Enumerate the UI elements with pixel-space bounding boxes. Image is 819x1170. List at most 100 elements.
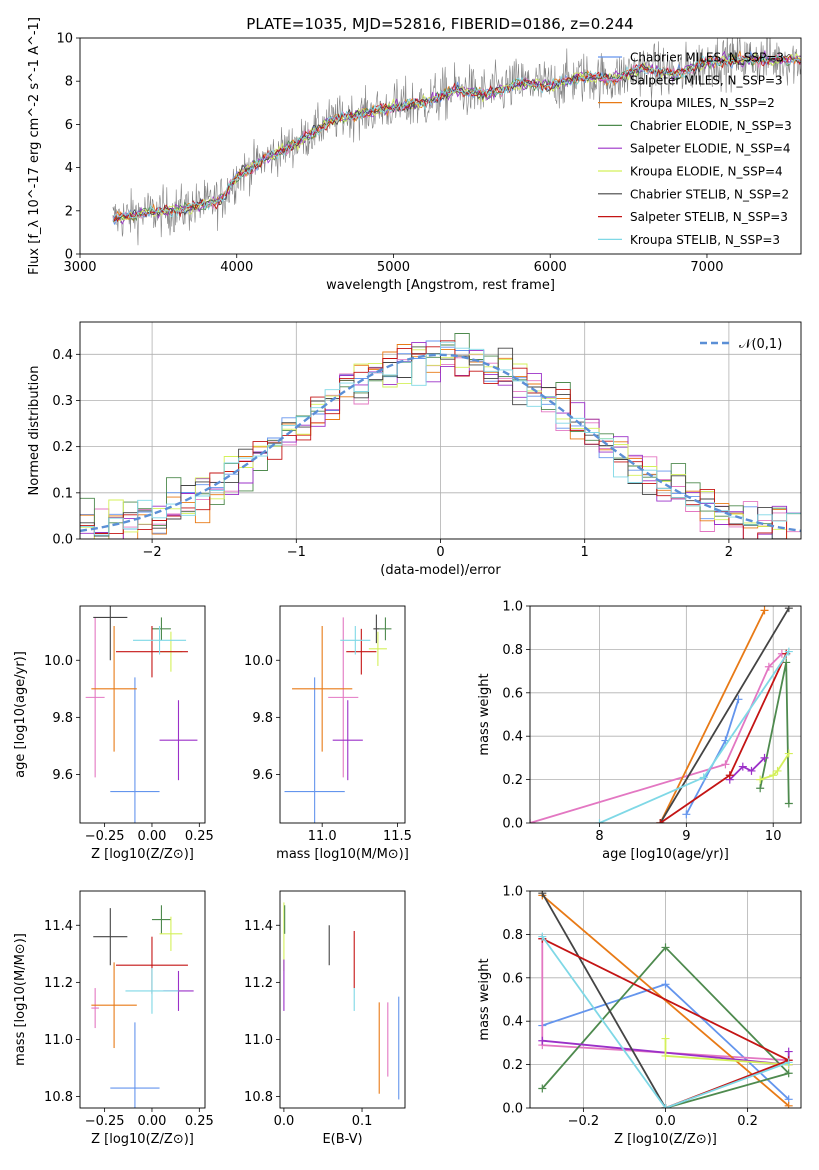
legend-label-6: Chabrier STELIB, N_SSP=2 <box>630 187 789 201</box>
massweight-vs-Z-marker-3-1 <box>661 943 670 952</box>
spectrum-xtick-label-2: 5000 <box>377 260 410 275</box>
spectrum-xtick-label-0: 3000 <box>63 260 96 275</box>
age-vs-Z-point-7 <box>115 625 188 678</box>
spectrum-ytick-label-4: 8 <box>65 75 73 90</box>
legend-label-3: Chabrier ELODIE, N_SSP=3 <box>630 119 792 133</box>
mass-vs-Z-ylabel: mass [log10(M/M⊙)] <box>13 933 28 1066</box>
age-vs-mass-plot-area <box>284 614 392 823</box>
massweight-vs-Z-plot-area <box>530 891 801 1108</box>
mass-vs-Z-ytick-label-3: 11.4 <box>44 919 73 934</box>
age-vs-Z-point-8 <box>133 625 187 655</box>
massweight-vs-age-marker-1-1 <box>721 760 730 769</box>
mass-vs-Z-panel: −0.25 0.00 0.25 10.8 11.0 11.2 11.4 Z [log10(Z/… <box>13 890 214 1147</box>
age-vs-Z-xtick-label-2: 0.25 <box>185 829 214 844</box>
age-vs-mass-xtick-label-1: 11.5 <box>383 829 412 844</box>
spectrum-plot-area <box>112 38 801 246</box>
age-vs-Z-point-4 <box>159 700 198 781</box>
spectrum-ytick-label-3: 6 <box>65 118 73 133</box>
mass-vs-Z-ytick-label-2: 11.2 <box>44 976 73 991</box>
massweight-vs-age-series-5 <box>759 753 790 781</box>
mass-vs-Z-point-8 <box>125 968 179 1014</box>
massweight-vs-age-marker-7-1 <box>725 771 734 780</box>
massweight-vs-Z-xtick-label-1: 0.0 <box>655 1114 676 1129</box>
spectrum-ytick-label-1: 2 <box>65 204 73 219</box>
mass-vs-Z-frame <box>79 890 206 1109</box>
massweight-vs-Z-series-3 <box>541 946 791 1108</box>
massweight-vs-age-marker-0-0 <box>682 810 691 819</box>
mass-vs-ebv-xtick-label-1: 0.1 <box>352 1114 373 1129</box>
residuals-ylabel: Normed distribution <box>27 366 42 496</box>
legend-label-7: Salpeter STELIB, N_SSP=3 <box>630 210 788 224</box>
massweight-vs-Z-xtick-label-0: −0.2 <box>568 1114 600 1129</box>
mass-vs-ebv-ytick-label-2: 11.2 <box>244 976 273 991</box>
residuals-xtick-label-2: 0 <box>436 545 444 560</box>
residuals-xtick-label-3: 1 <box>581 545 589 560</box>
massweight-vs-Z-marker-5-0 <box>661 1034 670 1043</box>
massweight-vs-age-marker-8-1 <box>699 773 708 782</box>
mass-vs-ebv-panel: 0.0 0.1 10.8 11.0 11.2 11.4 E(B-V) <box>244 890 406 1147</box>
mass-vs-ebv-frame <box>279 890 406 1109</box>
legend-label-4: Salpeter ELODIE, N_SSP=4 <box>630 142 791 156</box>
spectrum-legend: Chabrier MILES, N_SSP=3 Salpeter MILES, N… <box>598 51 792 247</box>
spectrum-ytick-label-5: 10 <box>56 32 73 47</box>
massweight-vs-age-ytick-label-4: 0.8 <box>502 643 523 658</box>
massweight-vs-Z-xlabel: Z [log10(Z/Z⊙)] <box>614 1132 717 1147</box>
mass-vs-Z-point-2 <box>91 962 137 1049</box>
model-spectrum-line-8 <box>112 54 801 220</box>
massweight-vs-Z-marker-8-0 <box>538 932 547 941</box>
massweight-vs-age-ylabel: mass weight <box>477 673 492 755</box>
massweight-vs-Z-xtick-label-2: 0.2 <box>737 1114 758 1129</box>
age-vs-Z-xtick-label-0: −0.25 <box>85 829 125 844</box>
mass-vs-Z-point-5 <box>159 916 183 951</box>
age-vs-mass-point-0 <box>284 677 345 823</box>
massweight-vs-age-marker-5-2 <box>773 766 782 775</box>
age-vs-mass-panel: 11.0 11.5 9.6 9.8 10.0 mass [log10(M/M⊙)] <box>244 605 412 862</box>
mass-vs-Z-point-6 <box>93 908 128 966</box>
age-vs-Z-point-2 <box>91 625 137 752</box>
mass-vs-Z-plot-area <box>91 905 194 1108</box>
massweight-vs-age-marker-8-2 <box>784 647 793 656</box>
massweight-vs-Z-ytick-label-0: 0.0 <box>502 1102 523 1117</box>
legend-label-8: Kroupa STELIB, N_SSP=3 <box>630 233 780 247</box>
massweight-vs-age-marker-4-1 <box>738 762 747 771</box>
massweight-vs-Z-marker-3-0 <box>538 1084 547 1093</box>
legend-label-0: Chabrier MILES, N_SSP=3 <box>630 51 784 65</box>
mass-vs-Z-point-0 <box>110 1022 160 1108</box>
residuals-xtick-label-0: −2 <box>143 545 162 560</box>
massweight-vs-age-marker-5-3 <box>784 749 793 758</box>
age-vs-mass-ytick-label-0: 9.6 <box>252 768 273 783</box>
age-vs-Z-point-0 <box>110 677 160 823</box>
massweight-vs-age-xlabel: age [log10(age/yr)] <box>602 847 729 862</box>
massweight-vs-Z-frame <box>529 890 802 1109</box>
massweight-vs-Z-series-8 <box>541 936 790 1108</box>
age-vs-Z-xtick-label-1: 0.00 <box>137 829 166 844</box>
age-vs-mass-xlabel: mass [log10(M/M⊙)] <box>276 847 409 862</box>
spectrum-ylabel: Flux [f_λ 10^-17 erg cm^-2 s^-1 A^-1] <box>27 17 42 275</box>
massweight-vs-age-series-4 <box>729 757 766 781</box>
massweight-vs-age-xtick-label-1: 9 <box>682 829 690 844</box>
residuals-ytick-label-1: 0.1 <box>52 486 73 501</box>
massweight-vs-age-marker-3-0 <box>756 784 765 793</box>
massweight-vs-Z-ytick-label-3: 0.6 <box>502 971 523 986</box>
massweight-vs-age-marker-4-3 <box>760 753 769 762</box>
massweight-vs-age-marker-7-0 <box>656 819 665 823</box>
spectrum-xtick-label-3: 6000 <box>534 260 567 275</box>
age-vs-mass-point-8 <box>340 625 371 655</box>
massweight-vs-Z-panel: −0.2 0.0 0.2 0.0 0.2 0.4 0.6 0.8 1.0 Z [log10(Z/Z… <box>477 885 802 1147</box>
legend-label-5: Kroupa ELODIE, N_SSP=4 <box>630 165 783 179</box>
age-vs-mass-point-3 <box>379 617 392 641</box>
age-vs-Z-plot-area <box>85 606 198 823</box>
spectrum-ytick-label-0: 0 <box>65 248 73 263</box>
residuals-ytick-label-4: 0.4 <box>52 348 73 363</box>
massweight-vs-age-marker-5-0 <box>756 775 765 784</box>
age-vs-mass-point-5 <box>368 631 387 666</box>
massweight-vs-age-frame <box>529 605 802 824</box>
spectrum-title: PLATE=1035, MJD=52816, FIBERID=0186, z=0… <box>246 15 633 33</box>
residuals-plot-area <box>80 322 801 539</box>
mass-vs-ebv-xlabel: E(B-V) <box>322 1132 362 1147</box>
residuals-ytick-label-0: 0.0 <box>52 533 73 548</box>
spectrum-xlabel: wavelength [Angstrom, rest frame] <box>326 278 555 293</box>
mass-vs-Z-ytick-label-0: 10.8 <box>44 1090 73 1105</box>
massweight-vs-Z-marker-8-1 <box>661 1104 670 1108</box>
massweight-vs-age-marker-1-2 <box>764 662 773 671</box>
